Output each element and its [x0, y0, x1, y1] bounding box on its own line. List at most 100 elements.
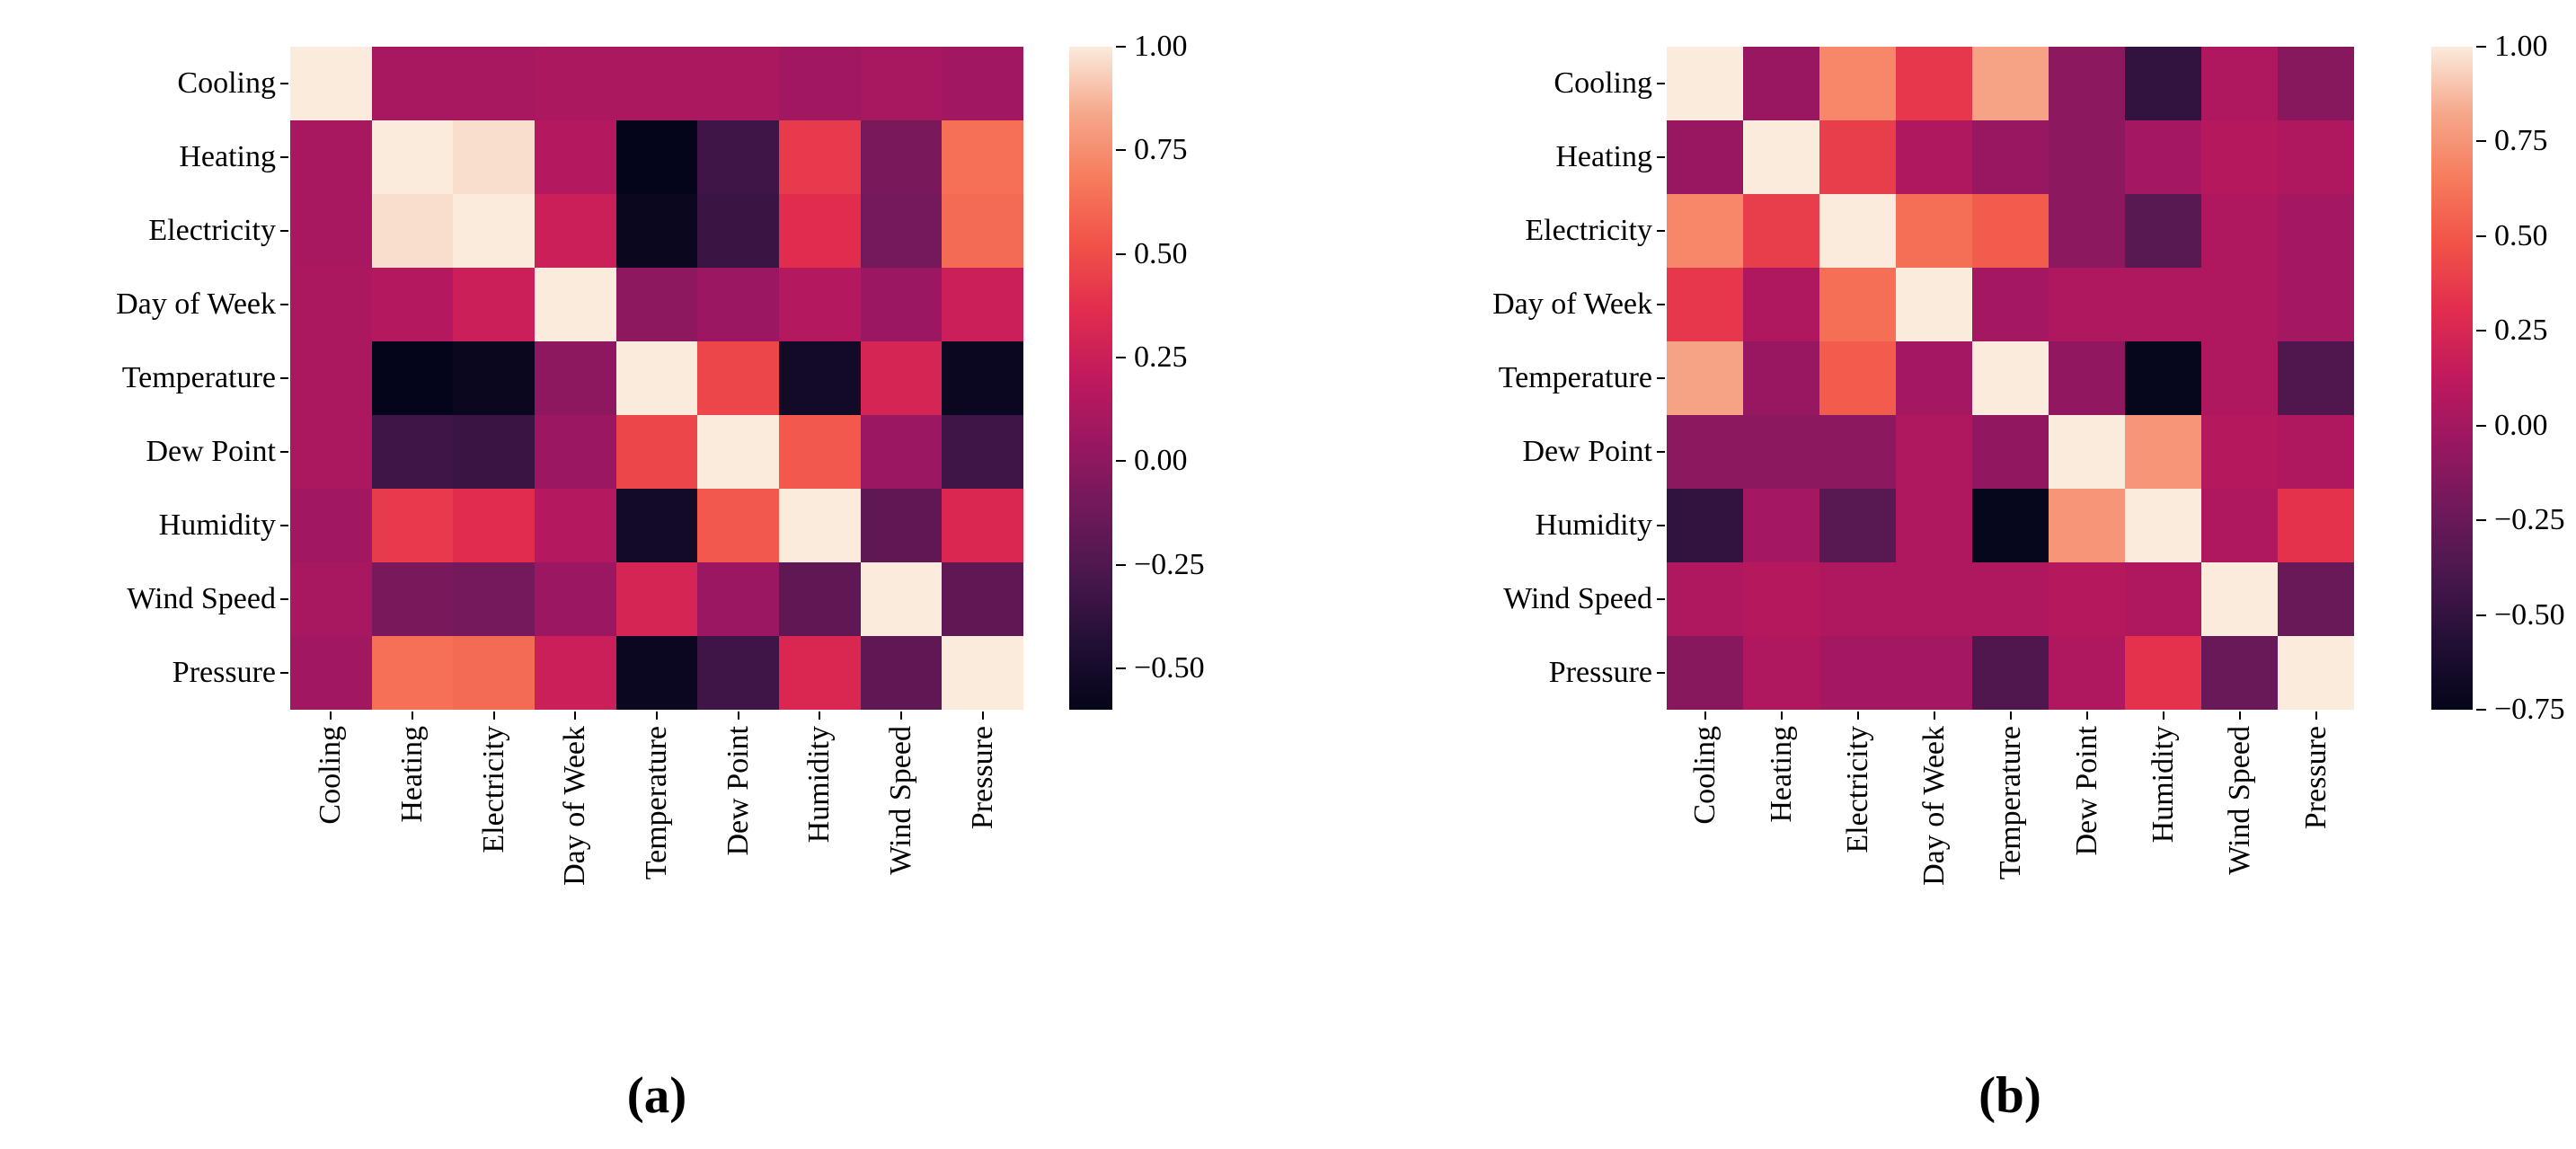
colorbar-tick-label: 0.50	[1134, 236, 1188, 270]
y-tick-label: Day of Week	[116, 287, 276, 321]
heatmap-cell	[1972, 268, 2049, 341]
colorbar-tick-label: −0.50	[1134, 650, 1205, 685]
colorbar-tick-label: −0.75	[2494, 693, 2565, 726]
y-tick-label: Cooling	[1554, 66, 1652, 100]
heatmap-cell	[697, 489, 779, 562]
x-tick-label: Pressure	[2299, 726, 2333, 834]
heatmap-cell	[697, 415, 779, 489]
heatmap-cell	[942, 562, 1023, 636]
heatmap-cell	[1972, 562, 2049, 636]
heatmap-cell	[942, 120, 1023, 194]
heatmap-cell	[1667, 489, 1743, 562]
heatmap-cell	[615, 636, 698, 710]
y-tick-mark	[1657, 304, 1665, 305]
x-tick-label: Electricity	[477, 726, 511, 858]
heatmap-cell	[2049, 194, 2125, 268]
x-tick-mark	[819, 711, 821, 720]
heatmap-cell	[371, 120, 454, 194]
colorbar-tick-mark	[1116, 252, 1126, 255]
heatmap-cell	[371, 636, 454, 710]
heatmap-cell	[2125, 489, 2201, 562]
colorbar-tick-label: 0.50	[2494, 218, 2548, 252]
x-tick-mark	[1933, 711, 1935, 720]
colorbar-tick-mark	[2476, 614, 2486, 616]
x-tick-mark	[900, 711, 902, 720]
x-tick-mark	[492, 711, 495, 720]
heatmap-cell	[1972, 194, 2049, 268]
heatmap-cell	[1896, 489, 1972, 562]
heatmap-cell	[1896, 341, 1972, 415]
heatmap-cell	[942, 415, 1023, 489]
heatmap-cell	[534, 636, 616, 710]
y-tick-mark	[280, 377, 288, 379]
heatmap-cell	[371, 194, 454, 268]
heatmap-cell	[697, 341, 779, 415]
heatmap-cell	[697, 636, 779, 710]
x-tick-label: Humidity	[2147, 726, 2181, 847]
y-tick-label: Dew Point	[146, 435, 277, 468]
heatmap-cell	[615, 268, 698, 341]
x-tick-label: Day of Week	[558, 726, 592, 890]
colorbar-tick-label: 1.00	[1134, 30, 1188, 63]
heatmap-cell	[778, 120, 861, 194]
heatmap-cell	[1819, 636, 1896, 710]
colorbar-tick-mark	[1116, 460, 1126, 463]
x-tick-label-text: Day of Week	[558, 726, 592, 886]
heatmap-cell	[778, 341, 861, 415]
colorbar-tick-label: 0.25	[2494, 314, 2548, 348]
heatmap-cell	[2278, 341, 2354, 415]
heatmap-cell	[453, 636, 535, 710]
heatmap-cell	[2278, 415, 2354, 489]
heatmap-cell	[2049, 120, 2125, 194]
heatmap-cell	[453, 120, 535, 194]
x-tick-label-text: Humidity	[2146, 726, 2180, 844]
heatmap-cell	[1743, 562, 1819, 636]
heatmap-cell	[1972, 341, 2049, 415]
heatmap-cell	[1972, 120, 2049, 194]
y-tick-label: Heating	[1555, 140, 1652, 173]
heatmap-cell	[778, 415, 861, 489]
heatmap-cell	[697, 194, 779, 268]
heatmap-cell	[534, 341, 616, 415]
y-tick-mark	[1657, 672, 1665, 674]
heatmap-cell	[1896, 268, 1972, 341]
heatmap-cell	[453, 562, 535, 636]
y-tick-mark	[280, 525, 288, 526]
x-tick-label-text: Cooling	[1687, 726, 1722, 825]
heatmap-grid	[290, 47, 1023, 710]
heatmap-cell	[2125, 562, 2201, 636]
heatmap-cell	[2278, 489, 2354, 562]
x-tick-label-text: Day of Week	[1917, 726, 1951, 886]
x-tick-label-text: Temperature	[1993, 726, 2027, 880]
heatmap-cell	[2278, 194, 2354, 268]
heatmap-cell	[290, 120, 372, 194]
heatmap-cell	[1667, 120, 1743, 194]
y-tick-mark	[280, 598, 288, 600]
heatmap-cell	[453, 489, 535, 562]
heatmap-cell	[2049, 341, 2125, 415]
x-tick-label-text: Wind Speed	[884, 726, 917, 875]
heatmap-cell	[2049, 47, 2125, 120]
colorbar-tick-mark	[1116, 149, 1126, 152]
y-tick-label: Temperature	[121, 361, 276, 394]
heatmap-cell	[860, 268, 943, 341]
x-tick-mark	[2162, 711, 2164, 720]
x-tick-label-text: Wind Speed	[2222, 726, 2256, 875]
heatmap-cell	[697, 268, 779, 341]
x-tick-mark	[574, 711, 577, 720]
heatmap-cell	[2201, 341, 2278, 415]
heatmap-cell	[1819, 194, 1896, 268]
x-tick-label-text: Pressure	[965, 726, 999, 830]
heatmap-cell	[942, 194, 1023, 268]
colorbar-tick-mark	[2476, 234, 2486, 237]
heatmap-cell	[942, 489, 1023, 562]
y-tick-label: Humidity	[1535, 508, 1652, 542]
colorbar	[2431, 47, 2473, 710]
colorbar-tick-mark	[1116, 356, 1126, 358]
y-tick-mark	[280, 156, 288, 158]
x-tick-label-text: Dew Point	[2069, 726, 2103, 856]
x-tick-mark	[412, 711, 413, 720]
heatmap-cell	[453, 268, 535, 341]
heatmap-cell	[1743, 47, 1819, 120]
